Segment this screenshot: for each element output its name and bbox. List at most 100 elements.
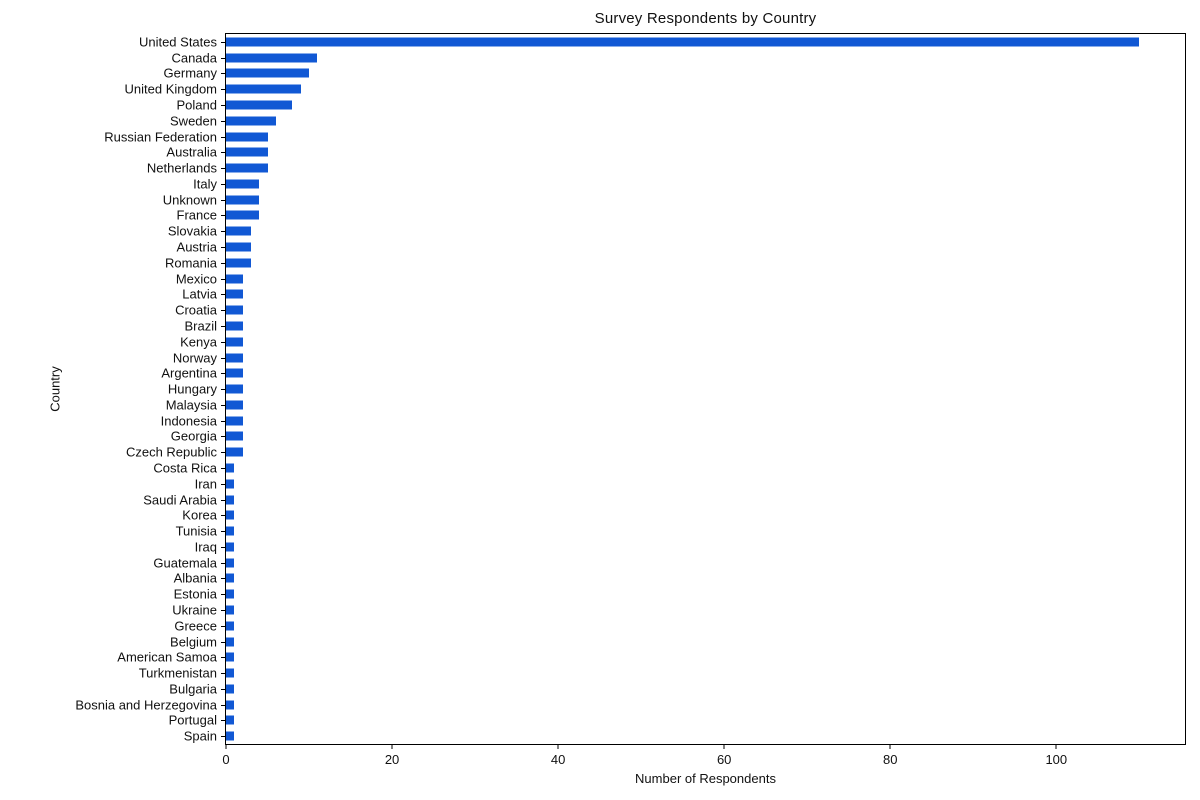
bar-row: Hungary — [168, 381, 1185, 397]
bar-row: Iran — [195, 476, 1185, 492]
y-tick-mark — [221, 120, 225, 122]
bar-row: Latvia — [182, 287, 1185, 303]
bar — [226, 400, 243, 410]
y-tick-mark — [221, 89, 225, 91]
y-tick-mark — [221, 420, 225, 422]
plot-area: United States Canada Germany United Kingdom… — [75, 33, 1186, 767]
y-tick-label: Canada — [171, 50, 217, 66]
y-tick-label: Belgium — [170, 634, 217, 650]
bar — [226, 210, 260, 220]
bar — [226, 289, 243, 299]
y-tick-label: Czech Republic — [125, 444, 217, 460]
y-tick-mark — [221, 657, 225, 659]
bar-row: Poland — [177, 97, 1185, 113]
x-tick-mark — [723, 745, 725, 749]
y-tick-mark — [221, 546, 225, 548]
y-tick-mark — [221, 515, 225, 517]
bar — [226, 526, 235, 536]
bar — [226, 337, 243, 347]
y-tick-label: Bosnia and Herzegovina — [75, 697, 217, 713]
y-tick-mark — [221, 262, 225, 264]
bar-row: Russian Federation — [104, 129, 1185, 145]
y-tick-label: France — [176, 207, 217, 223]
chart-title: Survey Respondents by Country — [594, 10, 817, 27]
bar-row: Bosnia and Herzegovina — [75, 697, 1185, 713]
x-axis-ticks: 0 20 40 60 80 100 — [222, 744, 1185, 774]
bar-row: Germany — [164, 66, 1185, 82]
y-tick-label: Tunisia — [175, 523, 217, 539]
y-tick-mark — [221, 183, 225, 185]
bar-row: Guatemala — [153, 555, 1185, 571]
bar-row: Georgia — [171, 429, 1185, 445]
x-axis-label: Number of Respondents — [635, 771, 776, 786]
bar — [226, 305, 243, 315]
bar — [226, 274, 243, 284]
bar — [226, 195, 260, 205]
y-tick-mark — [221, 562, 225, 564]
y-tick-label: Brazil — [184, 318, 217, 334]
bar — [226, 668, 235, 678]
y-tick-label: Korea — [182, 507, 217, 523]
bar — [226, 700, 235, 710]
y-tick-label: Spain — [183, 728, 217, 744]
y-tick-label: Saudi Arabia — [143, 492, 217, 508]
bar — [226, 637, 235, 647]
bar-row: Belgium — [170, 634, 1185, 650]
bar-row: United Kingdom — [125, 81, 1185, 97]
y-tick-label: Georgia — [170, 428, 217, 444]
y-tick-label: Netherlands — [146, 160, 217, 176]
y-tick-mark — [221, 247, 225, 249]
bar — [226, 589, 235, 599]
bar — [226, 510, 235, 520]
y-tick-mark — [221, 736, 225, 738]
bar-row: Spain — [184, 728, 1185, 744]
bar — [226, 731, 235, 741]
bar-row: Indonesia — [161, 413, 1185, 429]
bar-row: Costa Rica — [153, 460, 1185, 476]
y-tick-label: Latvia — [182, 286, 217, 302]
bar — [226, 100, 293, 110]
bar — [226, 479, 235, 489]
y-tick-mark — [221, 215, 225, 217]
y-tick-mark — [221, 41, 225, 43]
bar-row: Canada — [171, 50, 1185, 66]
y-tick-label: Costa Rica — [153, 460, 217, 476]
bar-row: Albania — [174, 571, 1185, 587]
bar — [226, 684, 235, 694]
y-tick-label: Norway — [172, 350, 217, 366]
bar-row: Mexico — [176, 271, 1185, 287]
bar-row: Portugal — [169, 713, 1185, 729]
bar — [226, 495, 235, 505]
y-tick-mark — [221, 436, 225, 438]
bar-row: Australia — [166, 144, 1185, 160]
y-tick-label: Russian Federation — [104, 129, 217, 145]
bar-row: Turkmenistan — [139, 665, 1185, 681]
bar-row: Malaysia — [166, 397, 1185, 413]
y-tick-label: Croatia — [175, 302, 217, 318]
y-tick-label: Sweden — [170, 113, 217, 129]
y-tick-mark — [221, 389, 225, 391]
y-tick-label: Italy — [193, 176, 217, 192]
y-tick-mark — [221, 199, 225, 201]
y-tick-mark — [221, 152, 225, 154]
x-tick-mark — [225, 745, 227, 749]
y-tick-mark — [221, 231, 225, 233]
y-tick-label: Iran — [194, 476, 217, 492]
y-axis-label: Country — [47, 366, 63, 412]
bar — [226, 68, 310, 78]
y-tick-mark — [221, 641, 225, 643]
bar-row: Unknown — [163, 192, 1185, 208]
y-tick-mark — [221, 483, 225, 485]
bar — [226, 116, 276, 126]
bar-row: Kenya — [180, 334, 1185, 350]
y-tick-label: United States — [138, 34, 217, 50]
x-tick-label: 100 — [1045, 752, 1068, 767]
y-tick-mark — [221, 531, 225, 533]
bar — [226, 242, 251, 252]
y-tick-label: Poland — [176, 97, 217, 113]
bar-row: Bulgaria — [169, 681, 1185, 697]
bar — [226, 53, 318, 63]
y-tick-label: Greece — [174, 618, 217, 634]
y-tick-label: Guatemala — [153, 555, 217, 571]
y-tick-mark — [221, 373, 225, 375]
